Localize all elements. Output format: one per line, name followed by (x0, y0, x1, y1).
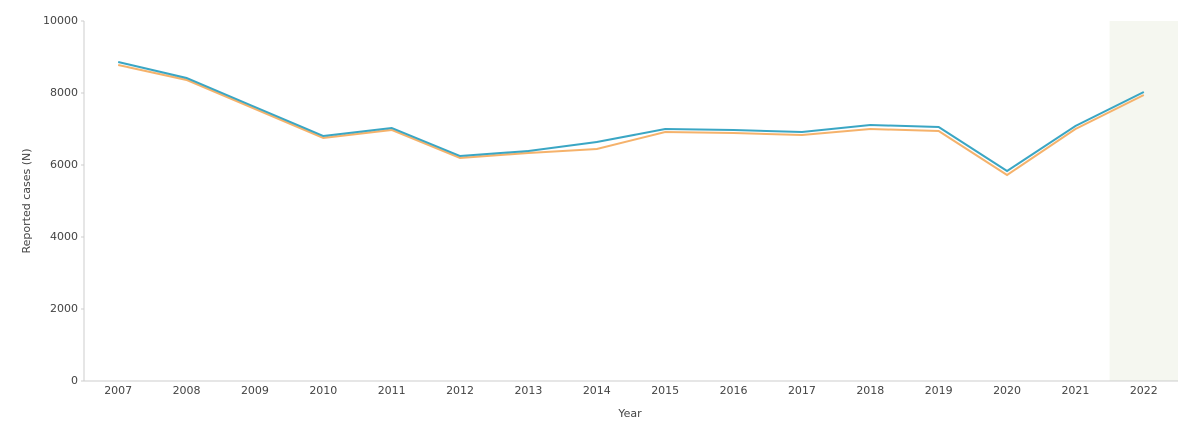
x-tick-label: 2010 (309, 384, 337, 397)
x-tick-label: 2012 (446, 384, 474, 397)
x-tick-label: 2007 (104, 384, 132, 397)
x-tick-label: 2011 (378, 384, 406, 397)
x-tick-label: 2018 (856, 384, 884, 397)
x-tick-label: 2022 (1130, 384, 1158, 397)
x-axis-label: Year (617, 407, 642, 420)
x-tick-label: 2017 (788, 384, 816, 397)
x-tick-label: 2009 (241, 384, 269, 397)
y-tick-label: 0 (71, 374, 78, 387)
x-tick-label: 2015 (651, 384, 679, 397)
x-tick-label: 2020 (993, 384, 1021, 397)
y-tick-label: 2000 (50, 302, 78, 315)
highlight-band (1109, 21, 1178, 381)
x-tick-label: 2013 (514, 384, 542, 397)
y-tick-label: 4000 (50, 230, 78, 243)
x-tick-label: 2019 (925, 384, 953, 397)
x-tick-label: 2008 (173, 384, 201, 397)
series-line (117, 64, 1145, 177)
y-tick-label: 6000 (50, 158, 78, 171)
series-line (117, 61, 1145, 173)
x-tick-label: 2021 (1061, 384, 1089, 397)
y-tick-label: 10000 (43, 14, 78, 27)
y-axis-label: Reported cases (N) (20, 148, 33, 253)
x-tick-label: 2016 (720, 384, 748, 397)
y-tick-label: 8000 (50, 86, 78, 99)
x-tick-label: 2014 (583, 384, 611, 397)
